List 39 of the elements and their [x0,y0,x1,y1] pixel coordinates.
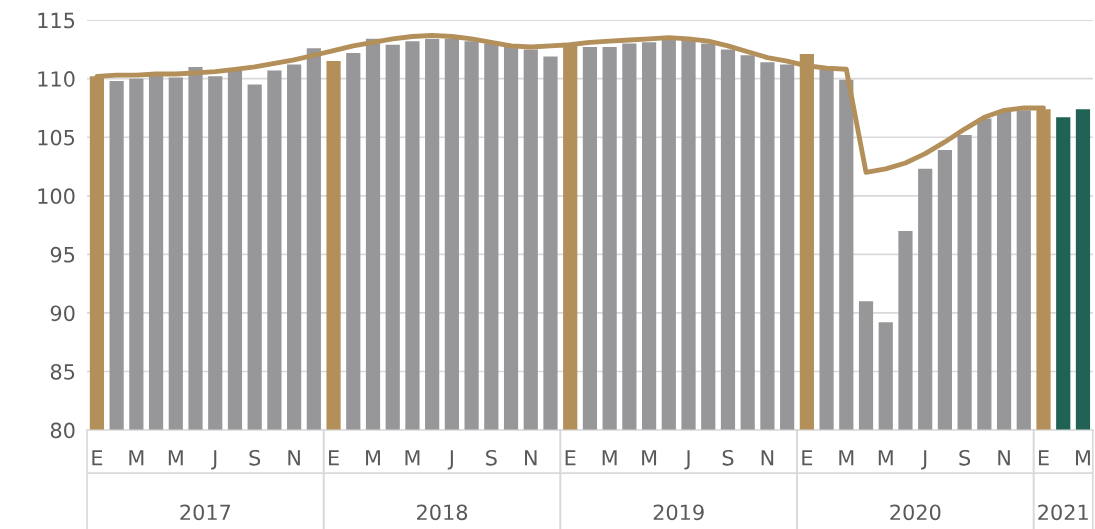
y-tick-label: 80 [50,422,75,439]
x-tick-label: S [486,449,497,466]
x-tick-label: M [168,450,183,466]
x-tick-label: S [249,449,261,466]
x-tick-label: E [565,450,576,466]
x-tick-label: J [921,450,927,470]
y-tick-label: 115 [38,12,75,29]
y-tick-label: 100 [38,188,75,205]
text: 2017 [180,504,231,521]
x-tick-label: J [211,450,217,470]
x-tick-label: E [1038,450,1049,466]
x-tick-label: E [92,450,103,466]
text: 2020 [890,504,941,521]
x-tick-label: M [839,450,854,466]
x-tick-label: M [642,450,657,466]
y-tick-label: 110 [38,71,75,87]
y-tick-label: 105 [38,129,75,146]
x-tick-label: M [405,450,420,466]
x-tick-label: M [366,450,380,466]
text: 2021 [1038,504,1088,521]
x-tick-label: M [602,450,617,466]
x-tick-label: J [447,450,453,470]
x-tick-label: M [1076,450,1090,466]
y-tick-label: 95 [50,246,75,263]
x-tick-label: S [722,449,734,466]
x-tick-label: N [998,450,1010,466]
x-tick-label: J [684,450,690,470]
x-tick-label: N [288,450,300,466]
x-tick-label: S [959,449,971,466]
text: 2019 [653,504,704,521]
x-tick-label: N [761,450,774,466]
x-tick-label: N [525,450,537,466]
x-tick-label: E [802,450,813,466]
x-tick-label: M [129,450,144,466]
y-tick-label: 85 [50,363,75,380]
x-tick-label: E [329,450,339,466]
y-tick-label: 90 [50,305,75,322]
text: 2018 [417,504,468,521]
x-tick-label: M [878,450,893,466]
